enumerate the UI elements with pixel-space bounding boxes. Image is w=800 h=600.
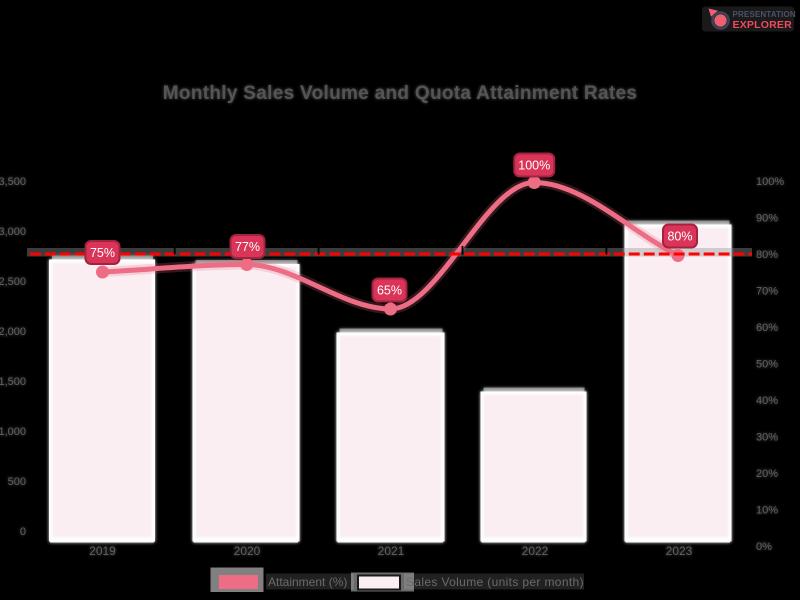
svg-text:65%: 65% bbox=[377, 284, 402, 298]
svg-text:EXPLORER: EXPLORER bbox=[733, 19, 793, 31]
svg-text:80%: 80% bbox=[667, 230, 692, 244]
svg-text:PRESENTATION: PRESENTATION bbox=[733, 10, 796, 19]
svg-text:Sales Volume (units per month): Sales Volume (units per month) bbox=[406, 575, 584, 589]
svg-text:100%: 100% bbox=[518, 159, 550, 173]
svg-text:77%: 77% bbox=[235, 240, 260, 254]
svg-text:Attainment (%): Attainment (%) bbox=[268, 575, 347, 589]
svg-text:75%: 75% bbox=[90, 246, 115, 260]
